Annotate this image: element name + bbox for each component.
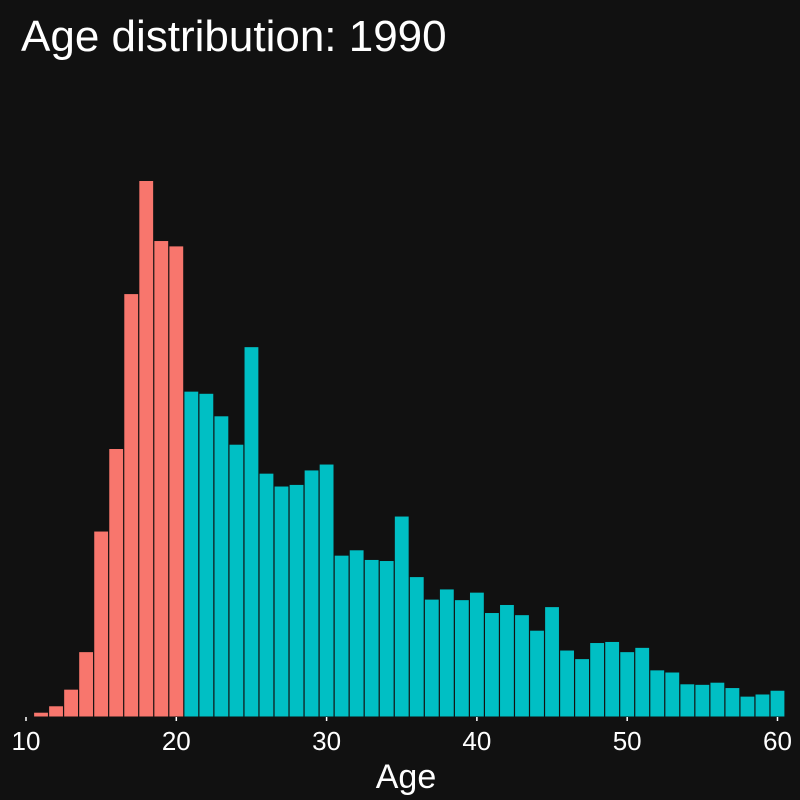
bar-age-20 (169, 246, 184, 717)
bar-age-35 (394, 516, 409, 717)
bar-age-47 (575, 659, 590, 717)
bar-age-17 (124, 294, 139, 717)
bar-age-38 (439, 589, 454, 717)
bar-age-12 (49, 706, 63, 717)
x-tick-label-50: 50 (613, 726, 642, 756)
bar-age-49 (605, 641, 620, 717)
bar-age-11 (34, 712, 48, 717)
bar-age-34 (379, 561, 394, 717)
bar-age-19 (154, 241, 169, 717)
x-tick-label-30: 30 (312, 726, 341, 756)
bar-age-50 (620, 652, 635, 717)
x-tick-label-40: 40 (462, 726, 491, 756)
bar-age-39 (454, 600, 469, 717)
bar-age-37 (424, 599, 439, 717)
bar-age-23 (214, 416, 229, 717)
bar-age-46 (560, 650, 574, 717)
bar-age-56 (710, 682, 725, 717)
x-tick-label-20: 20 (162, 726, 191, 756)
bar-age-27 (274, 486, 289, 717)
bar-age-31 (334, 555, 349, 717)
bar-age-32 (349, 550, 364, 717)
x-ticks-group: 10 20 30 40 50 60 (12, 717, 792, 756)
bar-age-28 (289, 484, 304, 717)
x-tick-label-60: 60 (763, 726, 792, 756)
bar-age-13 (64, 689, 78, 717)
bar-age-33 (364, 559, 379, 717)
bar-age-59 (755, 694, 770, 717)
bar-age-55 (695, 684, 710, 717)
bar-age-45 (545, 607, 559, 717)
bar-age-51 (635, 647, 650, 717)
bars-group (34, 181, 785, 717)
bar-age-40 (469, 592, 484, 717)
bar-age-60 (770, 690, 785, 717)
bar-age-16 (109, 449, 124, 717)
bar-age-52 (650, 670, 665, 717)
bar-age-25 (244, 347, 259, 717)
bar-age-14 (79, 652, 94, 717)
bar-age-18 (139, 181, 154, 717)
bar-age-48 (590, 643, 605, 717)
bar-age-54 (680, 684, 695, 717)
bar-age-15 (94, 531, 109, 717)
bar-age-41 (485, 613, 499, 717)
bar-age-58 (740, 696, 755, 717)
chart-title: Age distribution: 1990 (21, 12, 447, 61)
bar-age-53 (665, 672, 680, 717)
bar-age-42 (500, 604, 514, 717)
bar-age-30 (319, 464, 334, 717)
bar-age-24 (229, 444, 244, 717)
bar-age-44 (530, 630, 544, 717)
bar-age-43 (515, 615, 529, 717)
bar-age-22 (199, 393, 214, 717)
bar-age-57 (725, 688, 740, 717)
bar-age-36 (409, 577, 424, 717)
x-tick-label-10: 10 (12, 726, 41, 756)
x-axis-label: Age (376, 758, 437, 796)
bar-age-26 (259, 473, 274, 717)
bar-age-21 (184, 391, 199, 717)
bar-age-29 (304, 470, 319, 717)
